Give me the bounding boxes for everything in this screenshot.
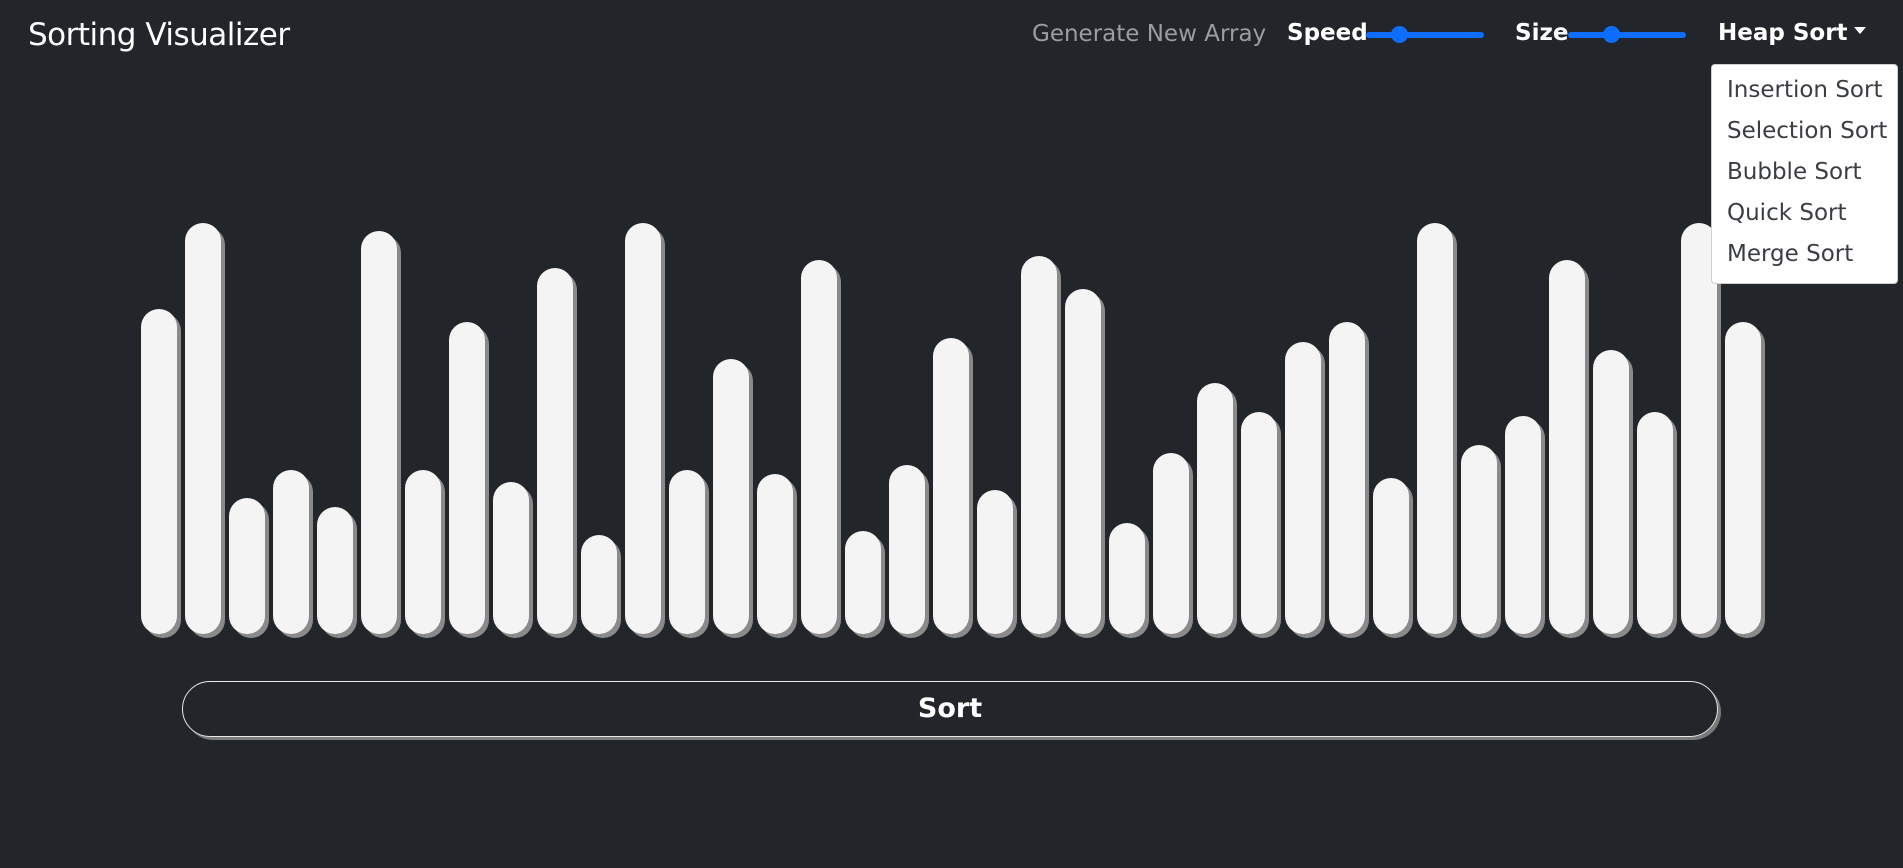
array-bar xyxy=(889,465,925,634)
array-bar xyxy=(1593,350,1629,634)
array-bar xyxy=(1373,478,1409,634)
array-bar xyxy=(1329,322,1365,634)
array-bar xyxy=(625,223,661,634)
navbar: Sorting Visualizer Generate New Array Sp… xyxy=(0,0,1903,72)
array-bar xyxy=(757,474,793,634)
array-bar xyxy=(1021,256,1057,634)
array-bar xyxy=(1417,223,1453,634)
chevron-down-icon xyxy=(1853,27,1866,34)
array-bar xyxy=(669,470,705,634)
array-bar xyxy=(1241,412,1277,634)
algorithm-dropdown-menu: Insertion Sort Selection Sort Bubble Sor… xyxy=(1711,64,1898,284)
algorithm-selected-label: Heap Sort xyxy=(1718,20,1848,46)
array-bar xyxy=(801,260,837,634)
array-bar xyxy=(977,490,1013,634)
speed-slider-thumb[interactable] xyxy=(1391,26,1409,43)
array-bar xyxy=(713,359,749,634)
array-bar xyxy=(1505,416,1541,634)
dropdown-item-quick-sort[interactable]: Quick Sort xyxy=(1727,200,1847,226)
array-bar xyxy=(361,231,397,634)
algorithm-dropdown-toggle[interactable]: Heap Sort xyxy=(1718,20,1866,46)
generate-array-button[interactable]: Generate New Array xyxy=(1032,21,1267,47)
dropdown-item-selection-sort[interactable]: Selection Sort xyxy=(1727,118,1888,144)
array-bar xyxy=(537,268,573,634)
size-slider-thumb[interactable] xyxy=(1603,26,1621,43)
array-bar xyxy=(1549,260,1585,634)
array-bar xyxy=(581,535,617,634)
array-bars xyxy=(141,223,1761,634)
array-bar xyxy=(229,498,265,634)
array-bar xyxy=(933,338,969,634)
size-label: Size xyxy=(1515,20,1569,46)
array-bar xyxy=(1153,453,1189,634)
array-bar xyxy=(845,531,881,634)
app-title[interactable]: Sorting Visualizer xyxy=(28,17,290,53)
array-bar xyxy=(185,223,221,634)
array-bar xyxy=(1637,412,1673,634)
dropdown-item-bubble-sort[interactable]: Bubble Sort xyxy=(1727,159,1862,185)
speed-label: Speed xyxy=(1287,20,1368,46)
array-bar xyxy=(1065,289,1101,634)
size-slider[interactable] xyxy=(1568,26,1686,43)
dropdown-item-merge-sort[interactable]: Merge Sort xyxy=(1727,241,1854,267)
array-bar xyxy=(1109,523,1145,634)
dropdown-item-insertion-sort[interactable]: Insertion Sort xyxy=(1727,77,1883,103)
array-bar xyxy=(493,482,529,634)
array-bar xyxy=(1725,322,1761,634)
array-bar xyxy=(449,322,485,634)
array-bar xyxy=(1197,383,1233,634)
array-bar xyxy=(1681,223,1717,634)
array-bar xyxy=(1461,445,1497,634)
array-bar xyxy=(1285,342,1321,634)
array-bar xyxy=(273,470,309,634)
array-bar xyxy=(141,309,177,634)
sort-button[interactable]: Sort xyxy=(182,681,1718,737)
array-bar xyxy=(317,507,353,634)
array-bar xyxy=(405,470,441,634)
speed-slider[interactable] xyxy=(1366,26,1484,43)
